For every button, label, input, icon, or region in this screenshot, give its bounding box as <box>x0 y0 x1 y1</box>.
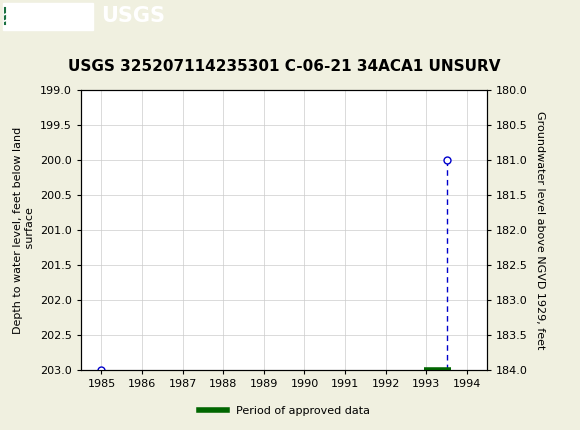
Y-axis label: Groundwater level above NGVD 1929, feet: Groundwater level above NGVD 1929, feet <box>535 111 545 349</box>
Y-axis label: Depth to water level, feet below land
 surface: Depth to water level, feet below land su… <box>13 126 35 334</box>
FancyBboxPatch shape <box>3 3 93 30</box>
Text: USGS 325207114235301 C-06-21 34ACA1 UNSURV: USGS 325207114235301 C-06-21 34ACA1 UNSU… <box>68 59 501 74</box>
Text: USGS: USGS <box>102 6 165 26</box>
Legend: Period of approved data: Period of approved data <box>194 401 374 420</box>
